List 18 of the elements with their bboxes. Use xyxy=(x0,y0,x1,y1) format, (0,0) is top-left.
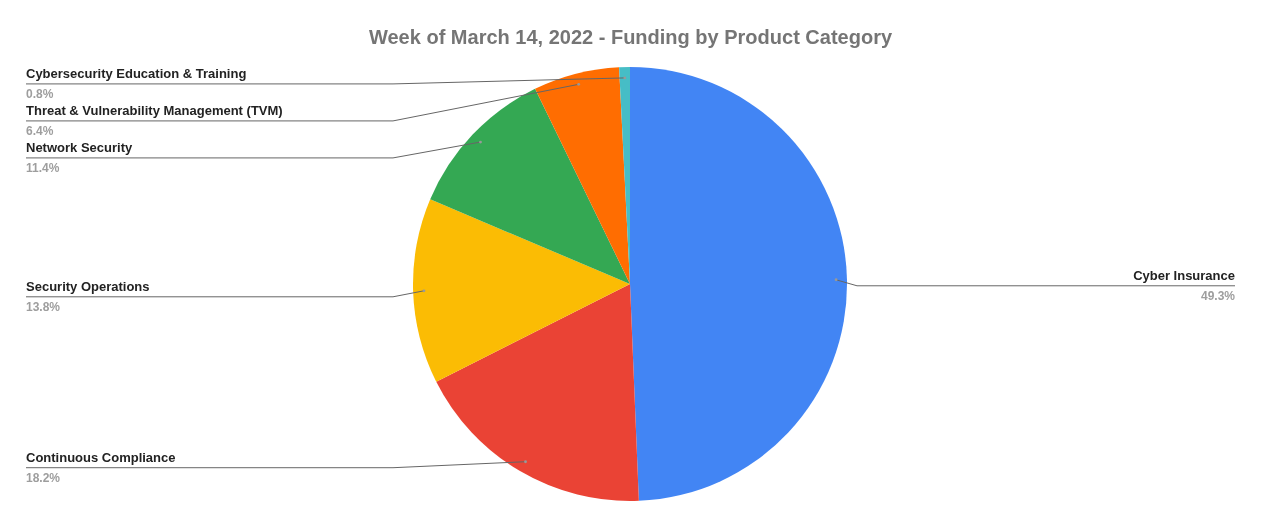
data-label: 11.4% xyxy=(26,160,60,175)
slice-label: Continuous Compliance xyxy=(26,449,176,465)
pie-slice xyxy=(436,284,639,501)
slice-label: Network Security xyxy=(26,139,133,155)
pie-slice xyxy=(630,67,847,501)
slice-label: Security Operations xyxy=(26,278,150,294)
pie-slice xyxy=(535,67,630,284)
slice-label: Cyber Insurance xyxy=(1133,267,1235,283)
data-label: 13.8% xyxy=(26,299,61,314)
slice-label: Threat & Vulnerability Management (TVM) xyxy=(26,102,283,118)
pie-slice xyxy=(413,199,630,382)
pie-slice xyxy=(430,88,630,284)
data-label: 0.8% xyxy=(26,86,54,101)
chart-title: Week of March 14, 2022 - Funding by Product Category xyxy=(368,26,893,48)
data-label: 6.4% xyxy=(26,123,54,138)
data-label: 49.3% xyxy=(1200,288,1236,303)
data-label: 18.2% xyxy=(26,470,61,485)
slice-label: Cybersecurity Education & Training xyxy=(26,65,247,81)
